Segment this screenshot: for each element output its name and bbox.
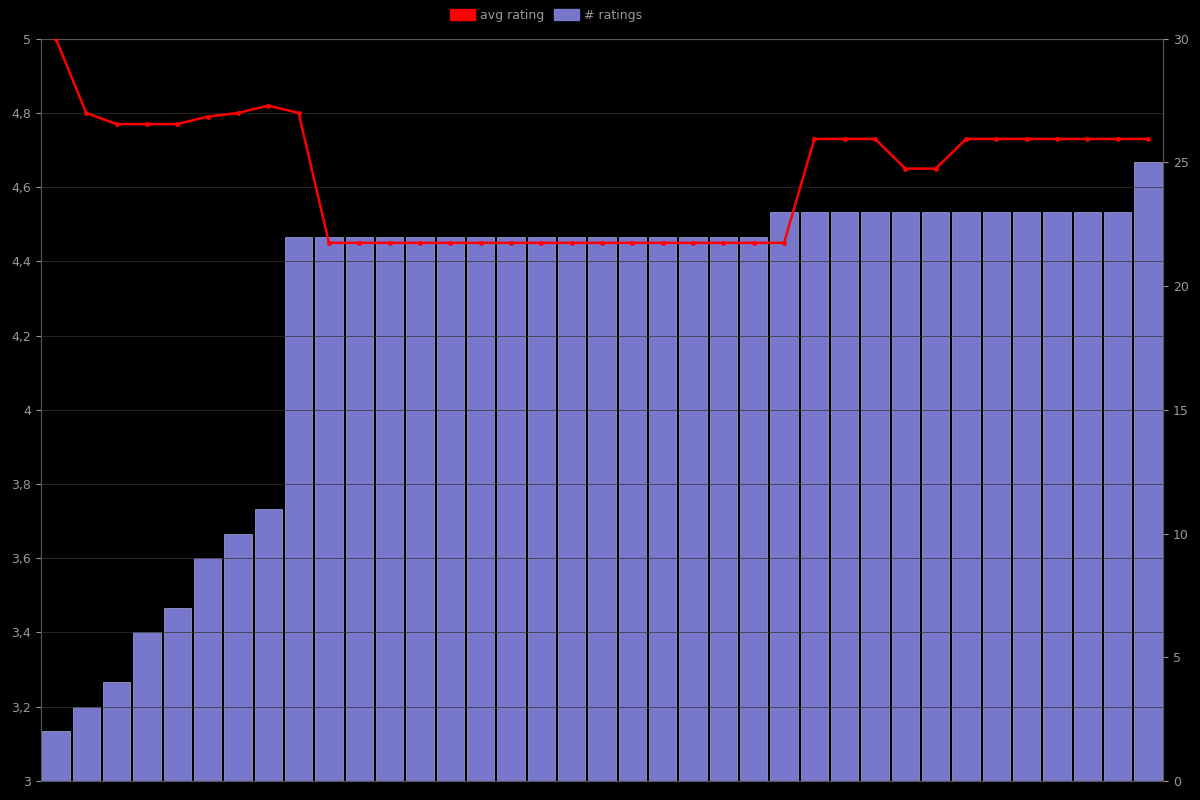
Bar <box>983 212 1010 781</box>
Bar <box>862 212 889 781</box>
Bar <box>72 706 100 781</box>
Bar <box>649 237 677 781</box>
Bar <box>709 237 737 781</box>
Bar <box>679 237 707 781</box>
Bar <box>437 237 464 781</box>
Bar <box>619 237 646 781</box>
Bar <box>42 731 70 781</box>
Bar <box>832 212 858 781</box>
Bar <box>953 212 979 781</box>
Bar <box>892 212 919 781</box>
Bar <box>588 237 616 781</box>
Bar <box>133 633 161 781</box>
Bar <box>194 558 221 781</box>
Bar <box>467 237 494 781</box>
Bar <box>528 237 554 781</box>
Bar <box>1013 212 1040 781</box>
Bar <box>1134 162 1162 781</box>
Bar <box>1074 212 1102 781</box>
Bar <box>800 212 828 781</box>
Bar <box>163 608 191 781</box>
Bar <box>770 212 798 781</box>
Bar <box>497 237 524 781</box>
Bar <box>376 237 403 781</box>
Bar <box>407 237 433 781</box>
Bar <box>316 237 342 781</box>
Bar <box>922 212 949 781</box>
Bar <box>224 534 252 781</box>
Bar <box>740 237 767 781</box>
Bar <box>103 682 131 781</box>
Legend: avg rating, # ratings: avg rating, # ratings <box>445 4 647 27</box>
Bar <box>284 237 312 781</box>
Bar <box>558 237 586 781</box>
Bar <box>346 237 373 781</box>
Bar <box>254 509 282 781</box>
Bar <box>1104 212 1132 781</box>
Bar <box>1044 212 1070 781</box>
